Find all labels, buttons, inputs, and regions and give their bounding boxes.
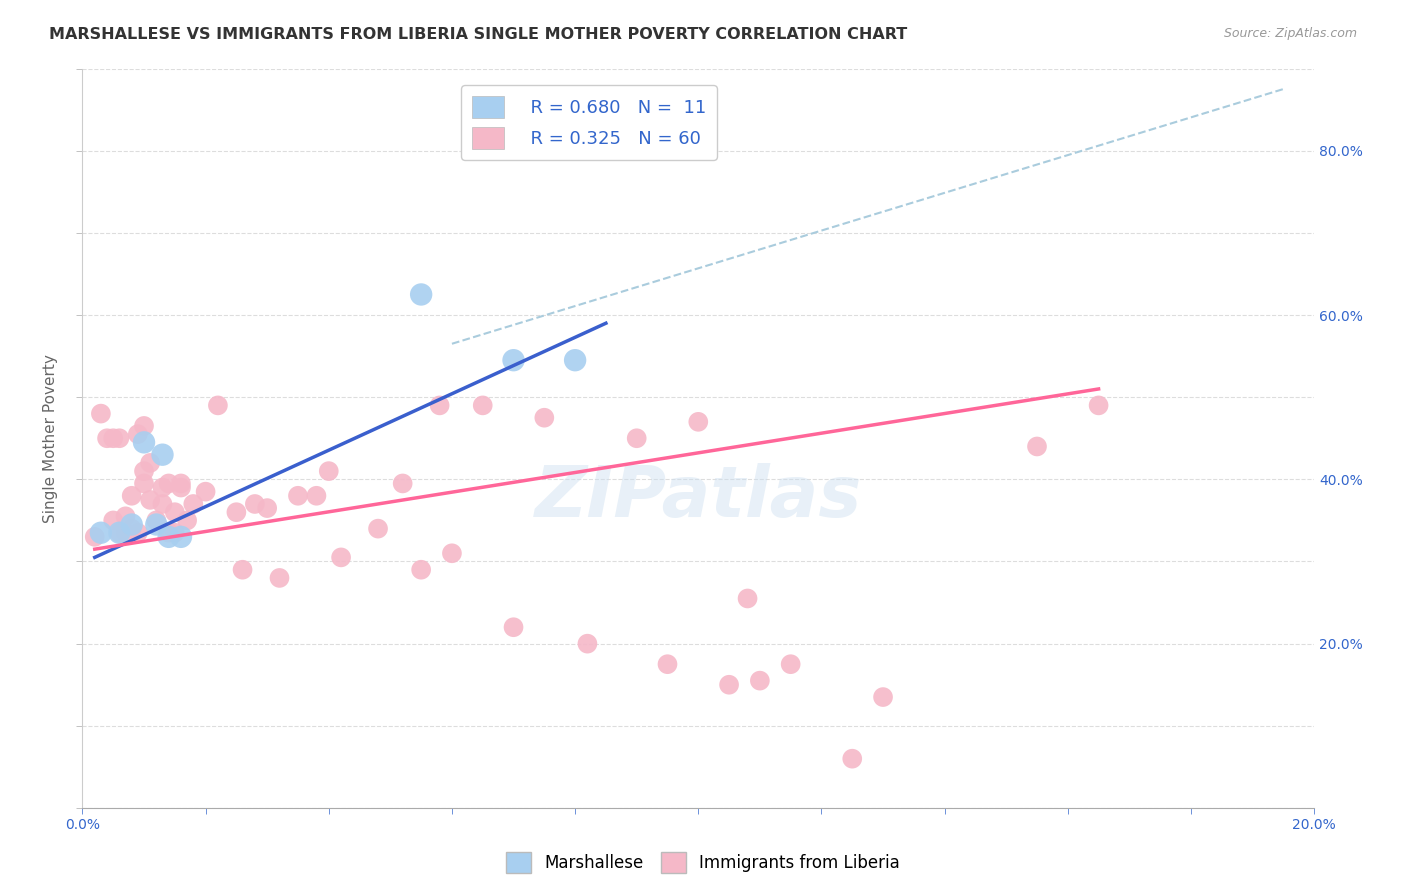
Point [152,448,174,462]
Point [657,657,679,672]
Point [145,513,167,527]
Legend: Marshallese, Immigrants from Liberia: Marshallese, Immigrants from Liberia [499,846,907,880]
Point [411,287,433,301]
Point [114,509,136,524]
Point [139,456,162,470]
Point [737,591,759,606]
Point [411,563,433,577]
Point [132,476,155,491]
Point [181,497,204,511]
Point [132,464,155,478]
Point [132,418,155,433]
Point [872,690,894,704]
Point [330,550,353,565]
Point [1026,440,1049,454]
Point [108,525,131,540]
Text: ZIPatlas: ZIPatlas [534,463,862,532]
Point [108,525,131,540]
Point [533,410,555,425]
Point [103,431,125,445]
Point [108,431,131,445]
Point [96,431,118,445]
Point [367,522,389,536]
Point [139,492,162,507]
Point [170,481,193,495]
Point [243,497,266,511]
Point [841,752,863,766]
Legend:   R = 0.680   N =  11,   R = 0.325   N = 60: R = 0.680 N = 11, R = 0.325 N = 60 [461,85,717,160]
Point [145,517,167,532]
Point [170,530,193,544]
Point [152,497,174,511]
Text: Source: ZipAtlas.com: Source: ZipAtlas.com [1223,27,1357,40]
Point [103,513,125,527]
Point [471,398,494,412]
Point [157,525,180,540]
Point [127,525,149,540]
Point [121,517,143,532]
Point [391,476,413,491]
Point [1087,398,1109,412]
Point [90,407,112,421]
Point [121,522,143,536]
Point [502,620,524,634]
Point [90,525,112,540]
Point [225,505,247,519]
Point [502,353,524,368]
Point [121,489,143,503]
Point [207,398,229,412]
Point [429,398,451,412]
Text: MARSHALLESE VS IMMIGRANTS FROM LIBERIA SINGLE MOTHER POVERTY CORRELATION CHART: MARSHALLESE VS IMMIGRANTS FROM LIBERIA S… [49,27,907,42]
Point [194,484,217,499]
Point [440,546,463,560]
Point [287,489,309,503]
Point [232,563,254,577]
Point [157,530,180,544]
Point [152,481,174,495]
Point [163,505,186,519]
Point [576,637,599,651]
Point [176,513,198,527]
Point [318,464,340,478]
Point [127,427,149,442]
Point [688,415,710,429]
Point [157,476,180,491]
Point [269,571,291,585]
Point [114,525,136,540]
Y-axis label: Single Mother Poverty: Single Mother Poverty [44,354,58,523]
Point [305,489,328,503]
Point [626,431,648,445]
Point [83,530,105,544]
Point [564,353,586,368]
Point [256,501,278,516]
Point [779,657,801,672]
Point [132,435,155,450]
Point [163,525,186,540]
Point [170,476,193,491]
Point [748,673,770,688]
Point [718,678,741,692]
